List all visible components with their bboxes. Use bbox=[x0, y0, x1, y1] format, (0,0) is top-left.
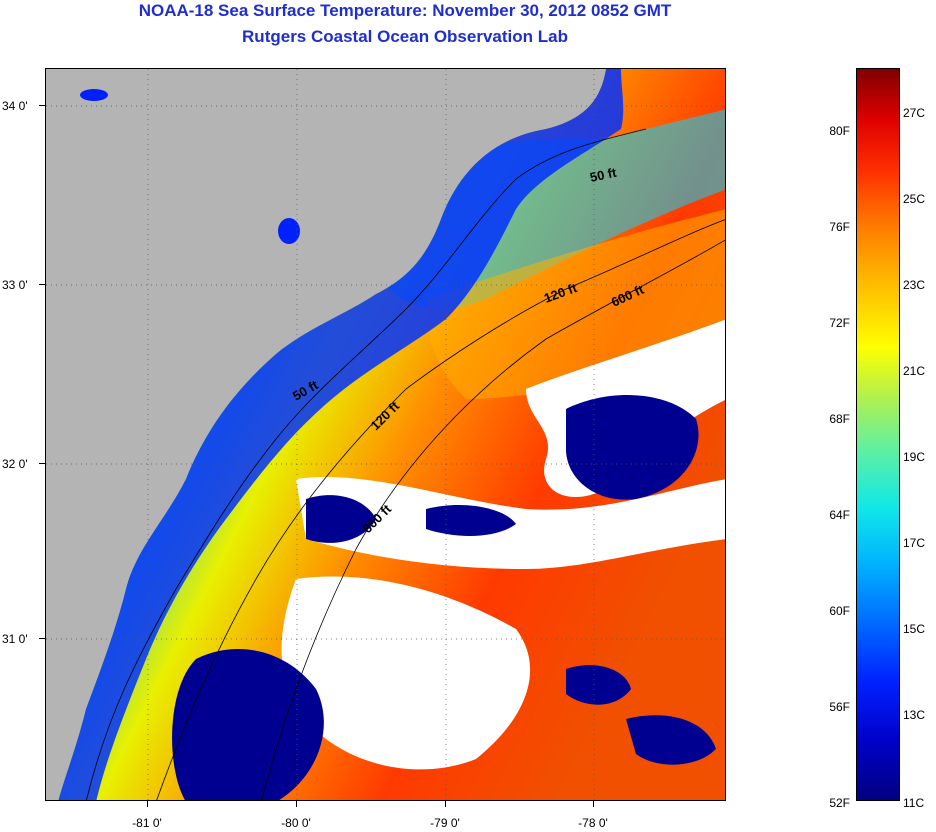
latitude-label: 33 0' bbox=[2, 278, 28, 292]
colorbar-celsius-label: 21C bbox=[903, 364, 926, 378]
cold-patch bbox=[566, 395, 699, 500]
colorbar-fahrenheit-label: 68F bbox=[829, 412, 850, 426]
isobath-600ft-line bbox=[261, 239, 725, 800]
longitude-label: -80 0' bbox=[281, 816, 311, 830]
isobath-50ft-line bbox=[86, 128, 647, 800]
cold-patch bbox=[566, 665, 631, 705]
colorbar-celsius-label: 15C bbox=[903, 622, 926, 636]
longitude-label: -81 0' bbox=[132, 816, 162, 830]
colorbar-fahrenheit-label: 60F bbox=[829, 604, 850, 618]
map-subtitle: Rutgers Coastal Ocean Observation Lab bbox=[242, 27, 568, 46]
latitude-label: 34 0' bbox=[2, 99, 28, 113]
coastal-cold-band bbox=[58, 69, 624, 800]
colorbar-fahrenheit-label: 52F bbox=[829, 796, 850, 810]
colorbar-celsius-label: 11C bbox=[903, 796, 925, 810]
sst-map: 50 ft 50 ft 120 ft 120 ft 600 ft 600 ft bbox=[45, 68, 726, 801]
colorbar-celsius-label: 19C bbox=[903, 450, 926, 464]
map-title: NOAA-18 Sea Surface Temperature: Novembe… bbox=[138, 1, 672, 20]
colorbar-fahrenheit-label: 64F bbox=[829, 508, 850, 522]
colorbar-celsius-label: 25C bbox=[903, 192, 926, 206]
isobath-120ft-line bbox=[156, 219, 725, 800]
latitude-label: 32 0' bbox=[2, 457, 28, 471]
cold-patch bbox=[426, 504, 516, 536]
cold-patch bbox=[626, 715, 716, 765]
longitude-label: -79 0' bbox=[430, 816, 460, 830]
isobath-label-50ft: 50 ft bbox=[589, 165, 619, 185]
lake bbox=[278, 218, 300, 244]
colorbar-fahrenheit-label: 76F bbox=[829, 220, 850, 234]
colorbar-celsius-label: 23C bbox=[903, 278, 926, 292]
cold-patch bbox=[172, 649, 324, 800]
colorbar-fahrenheit-label: 72F bbox=[829, 316, 850, 330]
colorbar-celsius-label: 27C bbox=[903, 106, 926, 120]
longitude-label: -78 0' bbox=[578, 816, 608, 830]
temperature-colorbar bbox=[856, 68, 900, 801]
land bbox=[46, 69, 606, 800]
colorbar-celsius-label: 13C bbox=[903, 708, 926, 722]
colorbar-celsius-label: 17C bbox=[903, 536, 926, 550]
cloud-patch bbox=[281, 576, 531, 770]
lake bbox=[80, 89, 108, 101]
colorbar-fahrenheit-label: 80F bbox=[829, 124, 850, 138]
colorbar-fahrenheit-label: 56F bbox=[829, 700, 850, 714]
latitude-label: 31 0' bbox=[2, 632, 28, 646]
cold-patch bbox=[306, 495, 376, 543]
